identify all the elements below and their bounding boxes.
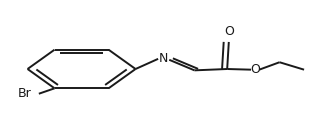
Text: O: O: [224, 25, 234, 38]
Text: Br: Br: [18, 87, 32, 100]
Text: O: O: [250, 63, 260, 76]
Text: N: N: [159, 52, 168, 65]
